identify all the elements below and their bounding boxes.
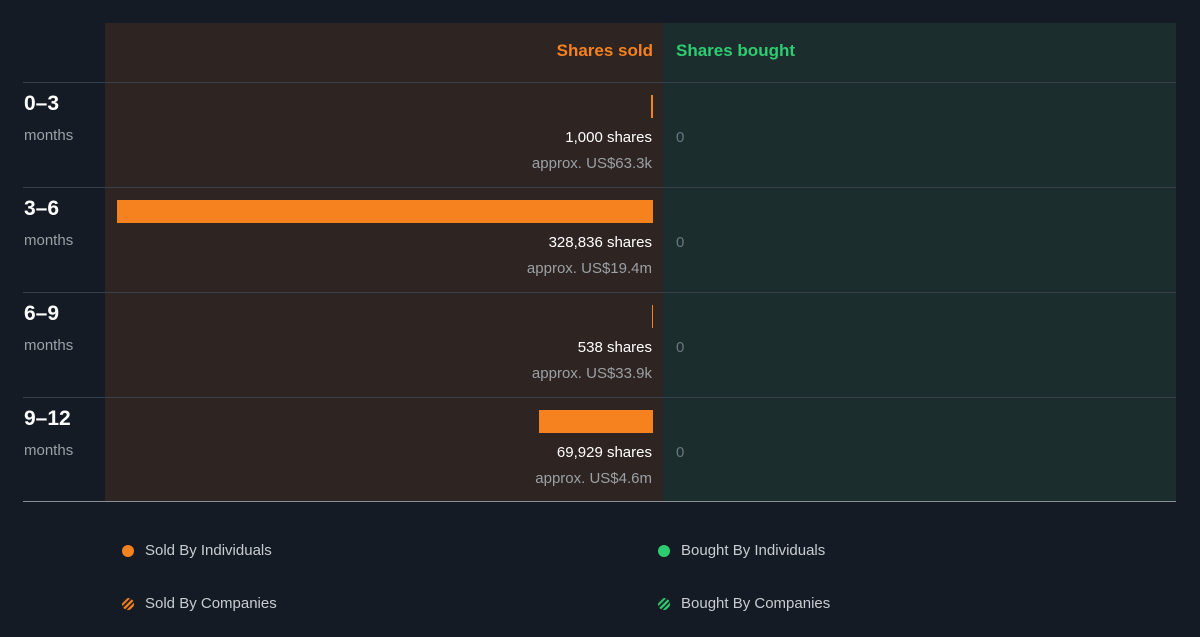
sold-bar [539, 410, 653, 433]
shares-sold-header: Shares sold [556, 41, 653, 60]
period-unit: months [24, 337, 74, 354]
sold-bar [652, 305, 653, 328]
period-row-9-12: 9–12 months 69,929 shares approx. US$4.6… [0, 398, 1200, 503]
orange-dot-icon [122, 544, 134, 557]
sold-shares-value: 1,000 shares [565, 129, 652, 146]
chart-baseline [23, 501, 1176, 502]
orange-hatch-icon [122, 597, 134, 610]
period-unit: months [24, 442, 74, 459]
legend-label: Sold By Individuals [145, 542, 272, 559]
sold-approx-value: approx. US$63.3k [531, 155, 652, 172]
legend-label: Bought By Companies [681, 595, 831, 612]
green-dot-icon [658, 544, 670, 557]
sold-bar [651, 95, 653, 118]
legend-bought-individuals: Bought By Individuals [658, 542, 825, 559]
bought-shares-value: 0 [676, 234, 685, 251]
sold-shares-value: 328,836 shares [548, 234, 652, 251]
legend-label: Bought By Individuals [681, 542, 826, 559]
row-divider [23, 292, 1176, 293]
row-divider [23, 397, 1176, 398]
period-label: 0–3 [24, 92, 60, 115]
bought-shares-value: 0 [676, 339, 685, 356]
legend-label: Sold By Companies [145, 595, 277, 612]
bought-shares-value: 0 [676, 129, 685, 146]
period-label: 6–9 [24, 302, 60, 325]
period-label: 9–12 [24, 407, 71, 430]
sold-shares-value: 69,929 shares [556, 444, 652, 461]
legend-bought-companies: Bought By Companies [658, 595, 830, 612]
sold-shares-value: 538 shares [577, 339, 652, 356]
sold-approx-value: approx. US$19.4m [526, 260, 652, 277]
shares-bought-panel [663, 23, 1176, 501]
period-row-0-3: 0–3 months 1,000 shares approx. US$63.3k… [0, 83, 1200, 188]
bought-shares-value: 0 [676, 444, 685, 461]
green-hatch-icon [658, 597, 670, 610]
sold-approx-value: approx. US$33.9k [531, 365, 652, 382]
sold-bar [117, 200, 653, 223]
legend-sold-individuals: Sold By Individuals [122, 542, 272, 559]
period-row-3-6: 3–6 months 328,836 shares approx. US$19.… [0, 188, 1200, 293]
shares-bought-header: Shares bought [676, 41, 796, 60]
period-row-6-9: 6–9 months 538 shares approx. US$33.9k 0 [0, 293, 1200, 398]
sold-approx-value: approx. US$4.6m [535, 470, 652, 487]
row-divider [23, 187, 1176, 188]
period-label: 3–6 [24, 197, 60, 220]
legend-sold-companies: Sold By Companies [122, 595, 277, 612]
period-unit: months [24, 127, 74, 144]
row-divider [23, 82, 1176, 83]
period-unit: months [24, 232, 74, 249]
